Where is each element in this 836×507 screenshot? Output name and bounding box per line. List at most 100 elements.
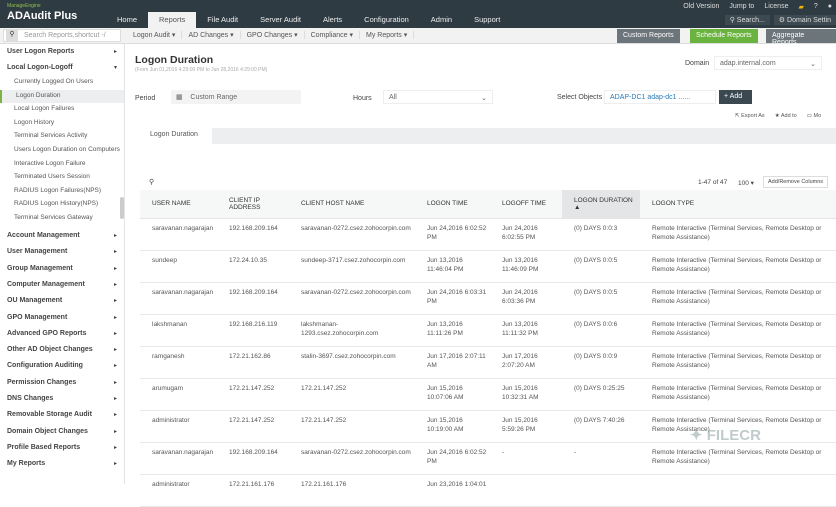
- search-reports-input[interactable]: ⚲ Search Reports,shortcut -/: [3, 29, 121, 42]
- table-row[interactable]: arumugam 172.21.147.252 172.21.147.252 Jun …: [140, 378, 836, 411]
- sidebar-group[interactable]: Configuration Auditing: [7, 362, 83, 370]
- sidebar-item[interactable]: RADIUS Logon History(NPS): [14, 200, 99, 208]
- sidebar-item[interactable]: Terminal Services Activity: [14, 132, 88, 140]
- table-row[interactable]: administrator 172.21.147.252 172.21.147.25…: [140, 410, 836, 443]
- tab-configuration[interactable]: Configuration: [364, 15, 409, 24]
- sidebar-item[interactable]: RADIUS Logon Failures(NPS): [14, 186, 102, 194]
- table-row[interactable]: saravanan.nagarajan 192.168.209.164 sarava…: [140, 442, 836, 475]
- table-row[interactable]: ramganesh 172.21.162.86 stalin-3697.csez.z…: [140, 346, 836, 379]
- more-button[interactable]: ▭ Mo: [806, 113, 822, 119]
- brand-vendor: ManageEngine: [7, 3, 41, 9]
- tab-support[interactable]: Support: [474, 15, 501, 24]
- sidebar-group[interactable]: My Reports: [7, 460, 46, 468]
- sidebar-group[interactable]: Profile Based Reports: [7, 443, 81, 451]
- menu-3[interactable]: Compliance ▾: [305, 31, 360, 39]
- chevron-icon: ▸: [114, 49, 118, 55]
- brand-logo: ADAudit Plus: [7, 10, 78, 22]
- domain-select[interactable]: adap.internal.com ⌄: [714, 56, 822, 70]
- column-header[interactable]: LOGOFF TIME: [490, 190, 562, 219]
- sidebar-group[interactable]: GPO Management: [7, 313, 68, 321]
- sidebar-group[interactable]: Removable Storage Audit: [7, 411, 92, 419]
- export-button[interactable]: ⇱ Export As: [735, 113, 765, 119]
- logon-duration-table: USER NAME CLIENT IP ADDRESS CLIENT HOST NA…: [140, 190, 836, 507]
- sidebar-group[interactable]: Account Management: [7, 232, 80, 239]
- sidebar-item[interactable]: Currently Logged On Users: [14, 78, 94, 85]
- sidebar-item[interactable]: Logon History: [14, 118, 55, 126]
- table-cell: Jun 24,2016 6:03:31 PM: [415, 282, 490, 315]
- sidebar-group[interactable]: User Logon Reports: [7, 48, 75, 55]
- table-row[interactable]: saravanan.nagarajan 192.168.209.164 sarava…: [140, 282, 836, 315]
- sidebar-item[interactable]: Local Logon Failures: [14, 105, 75, 113]
- custom-reports-button[interactable]: Custom Reports: [617, 29, 680, 43]
- sidebar-group[interactable]: Advanced GPO Reports: [7, 329, 87, 337]
- table-row[interactable]: lakshmanan 192.168.216.119 lakshmanan-1293…: [140, 314, 836, 347]
- add-to-button[interactable]: ★ Add to: [774, 113, 797, 119]
- user-icon[interactable]: ●: [827, 3, 832, 10]
- top-link[interactable]: Old Version: [683, 3, 720, 10]
- menu-bar: ⚲ Search Reports,shortcut -/ Logon Audit …: [0, 28, 836, 46]
- sidebar-group[interactable]: User Management: [7, 248, 68, 256]
- table-row[interactable]: administrator 172.21.161.176 172.21.161.17…: [140, 474, 836, 507]
- sidebar-group[interactable]: Computer Management: [7, 280, 85, 288]
- column-header[interactable]: USER NAME: [140, 190, 217, 219]
- tab-file-audit[interactable]: File Audit: [207, 15, 239, 24]
- top-link[interactable]: ?: [813, 3, 818, 10]
- menu-1[interactable]: AD Changes ▾: [182, 31, 241, 39]
- chevron-right-icon: ▸: [114, 444, 118, 451]
- sidebar-item[interactable]: Logon Duration: [0, 89, 124, 103]
- menu-4[interactable]: My Reports ▾: [360, 31, 415, 39]
- sidebar-group[interactable]: OU Management: [7, 297, 63, 305]
- sidebar-scrollbar[interactable]: [120, 197, 124, 219]
- sidebar-item[interactable]: Interactive Logon Failure: [14, 159, 86, 167]
- sidebar-item[interactable]: Terminated Users Session: [14, 173, 90, 181]
- tab-admin[interactable]: Admin: [430, 15, 453, 24]
- sidebar-group[interactable]: Local Logon-Logoff: [7, 64, 73, 71]
- column-header[interactable]: LOGON TIME: [415, 190, 490, 219]
- menu-0[interactable]: Logon Audit ▾: [127, 31, 183, 39]
- filter-search-icon[interactable]: ⚲: [149, 179, 155, 186]
- domain-settings-button[interactable]: ⚙ Domain Settin: [773, 15, 836, 25]
- chevron-right-icon: ▸: [114, 330, 118, 337]
- column-header[interactable]: CLIENT IP ADDRESS: [217, 190, 289, 219]
- column-header[interactable]: CLIENT HOST NAME: [289, 190, 415, 219]
- sidebar-group[interactable]: Permission Changes: [7, 378, 77, 386]
- tab-server-audit[interactable]: Server Audit: [260, 15, 301, 24]
- hours-select[interactable]: All ⌄: [383, 90, 493, 104]
- table-cell: Jun 15,2016 10:32:31 AM: [490, 378, 562, 411]
- search-button[interactable]: ⚲ Search...: [724, 15, 770, 25]
- table-cell: 172.21.162.86: [217, 346, 289, 379]
- select-objects-input[interactable]: ADAP-DC1 adap-dc1 ......: [604, 90, 716, 104]
- top-link[interactable]: Jump to: [729, 3, 755, 10]
- table-cell: saravanan.nagarajan: [140, 218, 217, 251]
- table-row[interactable]: saravanan.nagarajan 192.168.209.164 sarava…: [140, 218, 836, 251]
- folder-icon[interactable]: ▰: [798, 4, 804, 11]
- table-cell: Jun 17,2016 2:07:20 AM: [490, 346, 562, 379]
- chevron-right-icon: ▸: [114, 379, 118, 386]
- column-header[interactable]: LOGON DURATION ▲: [562, 190, 640, 219]
- menu-2[interactable]: GPO Changes ▾: [241, 31, 305, 39]
- schedule-reports-button[interactable]: Schedule Reports: [690, 29, 758, 43]
- period-select[interactable]: ▦ Custom Range: [171, 90, 301, 104]
- sidebar-item[interactable]: Users Logon Duration on Computers: [14, 146, 120, 153]
- column-header[interactable]: LOGON TYPE: [640, 190, 836, 219]
- aggregate-reports-button[interactable]: Aggregate Reports: [766, 29, 836, 46]
- period-label: Period: [135, 95, 156, 102]
- add-remove-columns-button[interactable]: Add/Remove Columns: [763, 176, 829, 188]
- table-cell: Remote Interactive (Terminal Services, R…: [640, 250, 836, 283]
- per-page-select[interactable]: 100 ▾: [738, 180, 754, 187]
- sidebar-group[interactable]: Group Management: [7, 264, 73, 272]
- domain-label: Domain: [685, 60, 710, 67]
- sidebar-group[interactable]: DNS Changes: [7, 395, 54, 402]
- tab-logon-duration[interactable]: Logon Duration: [140, 128, 212, 146]
- tab-alerts[interactable]: Alerts: [323, 15, 343, 24]
- table-row[interactable]: sundeep 172.24.10.35 sundeep-3717.csez.zoh…: [140, 250, 836, 283]
- table-cell: Remote Interactive (Terminal Services, R…: [640, 378, 836, 411]
- table-cell: Jun 24,2016 6:02:52 PM: [415, 442, 490, 475]
- sidebar-group[interactable]: Domain Object Changes: [7, 427, 88, 435]
- sidebar-group[interactable]: Other AD Object Changes: [7, 346, 93, 354]
- tab-home[interactable]: Home: [117, 15, 138, 24]
- sidebar-item[interactable]: Terminal Services Gateway: [14, 214, 93, 221]
- tab-reports[interactable]: Reports: [148, 12, 197, 28]
- add-button[interactable]: + Add: [719, 90, 752, 104]
- top-link[interactable]: License: [764, 3, 789, 10]
